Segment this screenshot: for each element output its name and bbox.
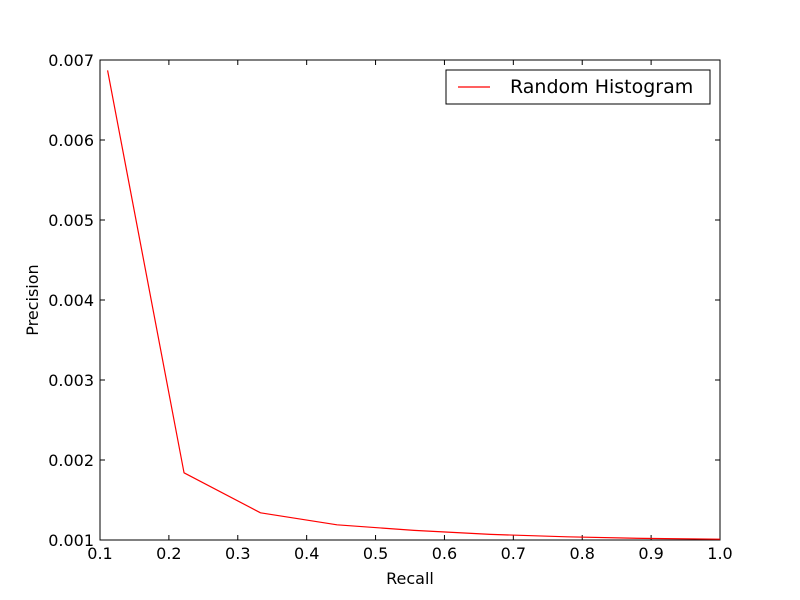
plot-area [99, 59, 721, 541]
legend-entry-random-histogram: Random Histogram [510, 76, 693, 98]
y-tick-label: 0.001 [48, 531, 94, 550]
y-axis-label: Precision [23, 264, 42, 335]
x-tick-label: 0.7 [501, 544, 526, 563]
y-tick-label: 0.007 [48, 51, 94, 70]
x-tick-label: 0.6 [432, 544, 457, 563]
series-line-random-histogram [106, 70, 721, 540]
x-tick-label: 0.5 [363, 544, 388, 563]
x-tick-label: 0.1 [87, 544, 112, 563]
legend: Random Histogram [445, 69, 711, 105]
x-tick-label: 1.0 [707, 544, 732, 563]
y-tick-label: 0.005 [48, 211, 94, 230]
x-tick-label: 0.2 [156, 544, 181, 563]
y-tick-label: 0.004 [48, 291, 94, 310]
x-tick-label: 0.9 [638, 544, 663, 563]
series-layer [106, 70, 721, 540]
x-tick-label: 0.4 [294, 544, 319, 563]
y-axis-ticks: 0.001 0.002 0.003 0.004 0.005 0.006 0.007 [48, 51, 720, 550]
x-tick-label: 0.3 [225, 544, 250, 563]
y-tick-label: 0.002 [48, 451, 94, 470]
x-axis-label: Recall [386, 569, 434, 588]
x-tick-label: 0.8 [569, 544, 594, 563]
y-tick-label: 0.006 [48, 131, 94, 150]
x-axis-ticks: 0.1 0.2 0.3 0.4 0.5 0.6 0.7 0.8 0.9 1.0 [87, 60, 733, 563]
y-tick-label: 0.003 [48, 371, 94, 390]
